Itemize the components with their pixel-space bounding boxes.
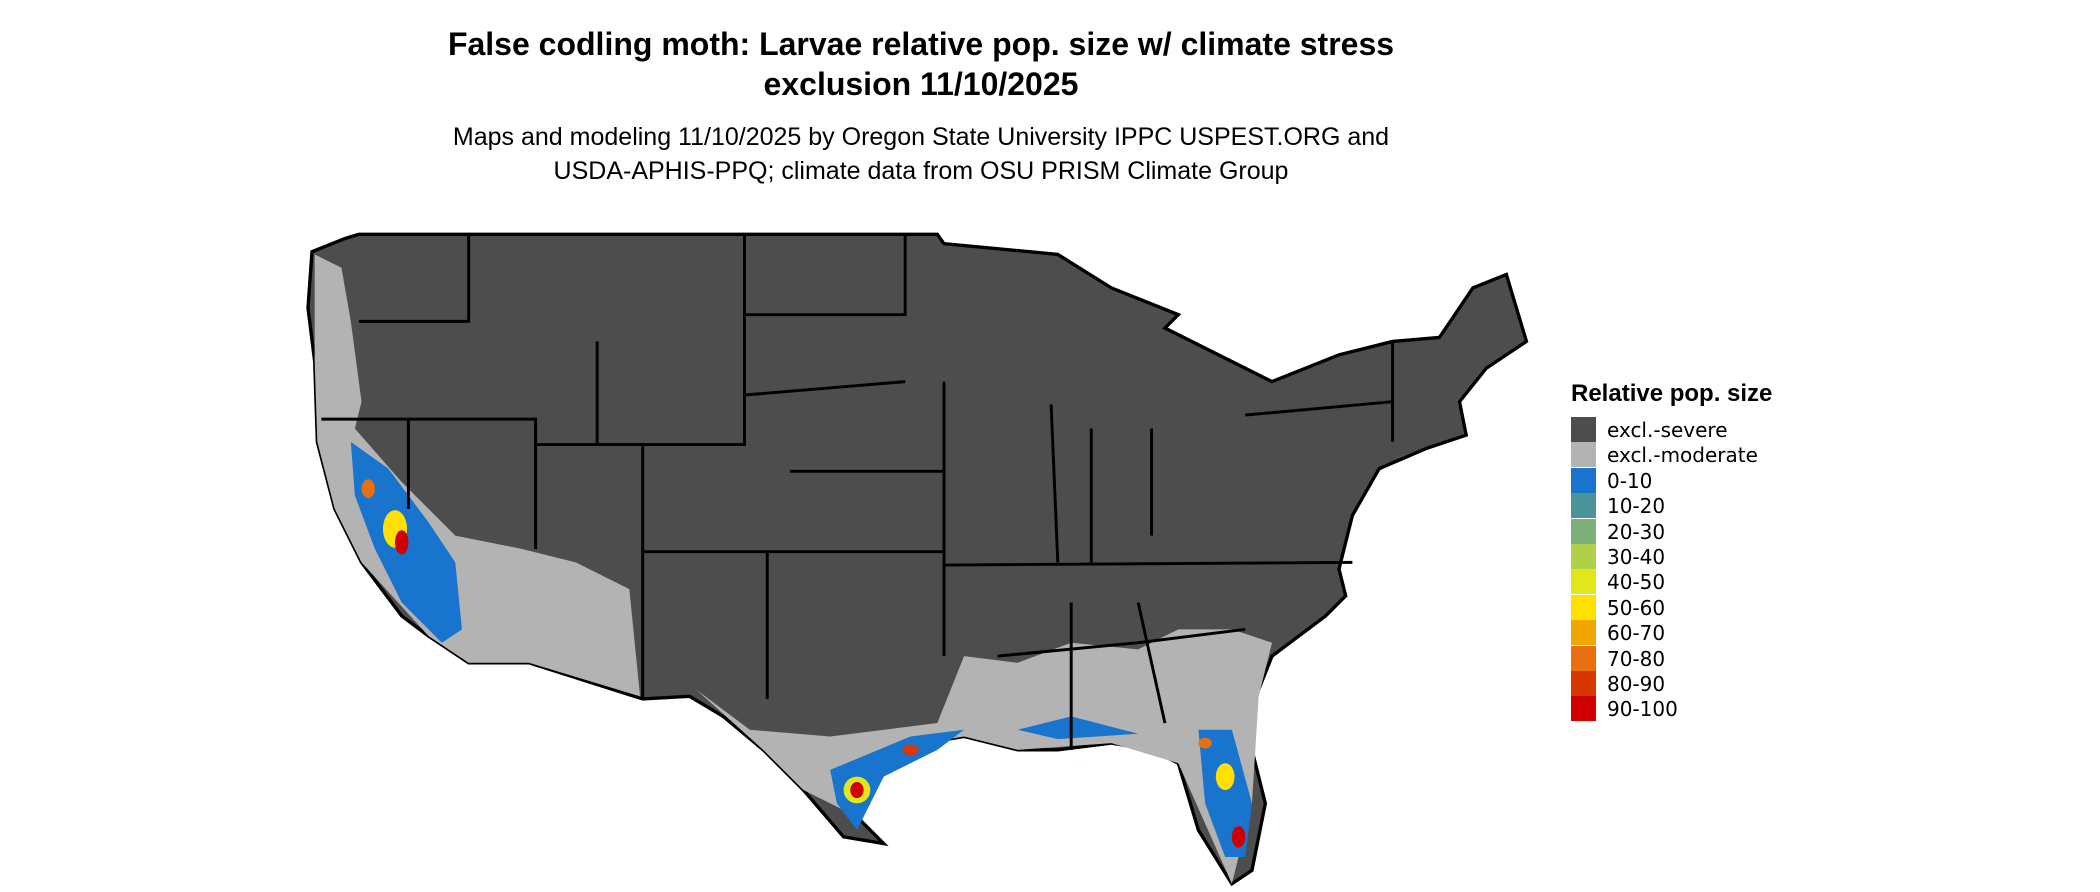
legend-label: 50-60 <box>1607 595 1666 620</box>
legend-swatch <box>1571 417 1596 442</box>
legend-label: 0-10 <box>1607 468 1653 493</box>
subtitle-line: Maps and modeling 11/10/2025 by Oregon S… <box>452 123 1390 151</box>
legend-swatch <box>1571 696 1596 722</box>
hotspot <box>850 781 864 799</box>
legend-swatch <box>1571 544 1596 569</box>
subtitle-line: USDA-APHIS-PPQ; climate data from OSU PR… <box>553 157 1289 185</box>
hotspot <box>1215 763 1235 791</box>
legend-label: 60-70 <box>1607 621 1666 646</box>
state-lines <box>321 234 1395 750</box>
legend-swatch <box>1571 467 1596 493</box>
legend-swatch <box>1571 518 1596 544</box>
legend-label: 10-20 <box>1607 494 1666 519</box>
suitable-area <box>1017 716 1139 740</box>
hotspot <box>361 479 375 499</box>
hotspot <box>395 530 409 555</box>
legend-swatch <box>1571 594 1596 620</box>
legend-swatch <box>1571 620 1596 646</box>
suitable-area <box>830 729 965 831</box>
legend-label: 30-40 <box>1607 545 1666 569</box>
legend-swatch <box>1571 671 1596 696</box>
legend-swatch <box>1571 442 1596 468</box>
legend-label: excl.-severe <box>1607 418 1728 442</box>
legend-swatch <box>1571 645 1596 671</box>
title-line: False codling moth: Larvae relative pop.… <box>447 26 1395 62</box>
suitable-area <box>1198 729 1252 857</box>
legend-title: Relative pop. size <box>1571 380 1773 407</box>
legend-label: 70-80 <box>1607 646 1666 671</box>
legend-swatch <box>1571 493 1596 519</box>
legend-label: 90-100 <box>1607 697 1678 722</box>
hotspot <box>1198 737 1212 749</box>
title-line: exclusion 11/10/2025 <box>763 66 1079 102</box>
legend-swatch <box>1571 569 1596 595</box>
hotspot <box>1231 826 1246 848</box>
legend-label: 20-30 <box>1607 519 1666 544</box>
moderate-area <box>696 629 1273 884</box>
hotspot <box>902 744 919 756</box>
legend-label: 80-90 <box>1607 672 1666 696</box>
legend-label: excl.-moderate <box>1607 443 1758 468</box>
legend-label: 40-50 <box>1607 570 1666 595</box>
